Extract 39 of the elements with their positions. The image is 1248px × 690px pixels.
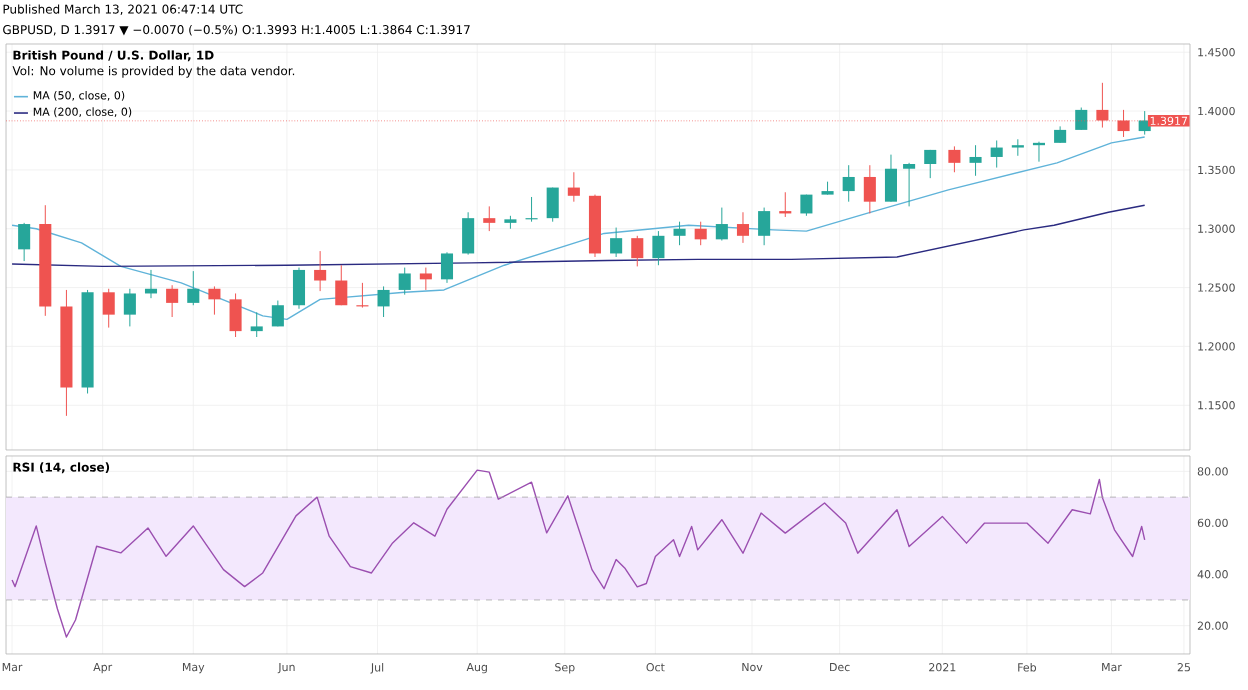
candlestick xyxy=(102,288,115,329)
candlestick xyxy=(271,300,284,327)
candlestick xyxy=(377,285,390,318)
candlestick xyxy=(948,145,961,173)
candlestick xyxy=(166,284,179,318)
candlestick xyxy=(292,267,306,310)
candlestick xyxy=(884,154,898,203)
candlestick xyxy=(483,205,496,232)
candlestick xyxy=(18,222,31,262)
line-series xyxy=(11,136,1146,321)
candlestick xyxy=(903,162,916,207)
candlestick xyxy=(314,250,327,292)
candlestick xyxy=(610,227,623,258)
candlestick xyxy=(546,187,559,223)
candlestick xyxy=(631,235,644,267)
candlestick xyxy=(440,251,454,284)
candlestick xyxy=(250,311,263,338)
candlestick xyxy=(229,292,242,338)
candlestick xyxy=(335,264,348,306)
candlestick xyxy=(462,211,475,256)
candlestick xyxy=(842,164,855,203)
candlestick xyxy=(758,207,771,246)
candlestick xyxy=(990,139,1003,169)
candlestick xyxy=(419,267,432,291)
candlestick xyxy=(969,144,982,177)
candlestick xyxy=(208,285,221,316)
candlestick xyxy=(567,171,580,203)
candlestick xyxy=(863,164,876,214)
candlestick xyxy=(1075,107,1088,131)
candlestick xyxy=(652,230,665,266)
candlestick xyxy=(187,270,200,306)
candlestick xyxy=(398,267,411,296)
candlestick xyxy=(715,207,728,242)
candlestick xyxy=(673,221,686,246)
candlestick xyxy=(694,221,707,246)
candlestick xyxy=(736,211,750,244)
candlestick xyxy=(123,288,136,327)
line-series xyxy=(11,204,1146,268)
candlestick xyxy=(924,149,937,179)
